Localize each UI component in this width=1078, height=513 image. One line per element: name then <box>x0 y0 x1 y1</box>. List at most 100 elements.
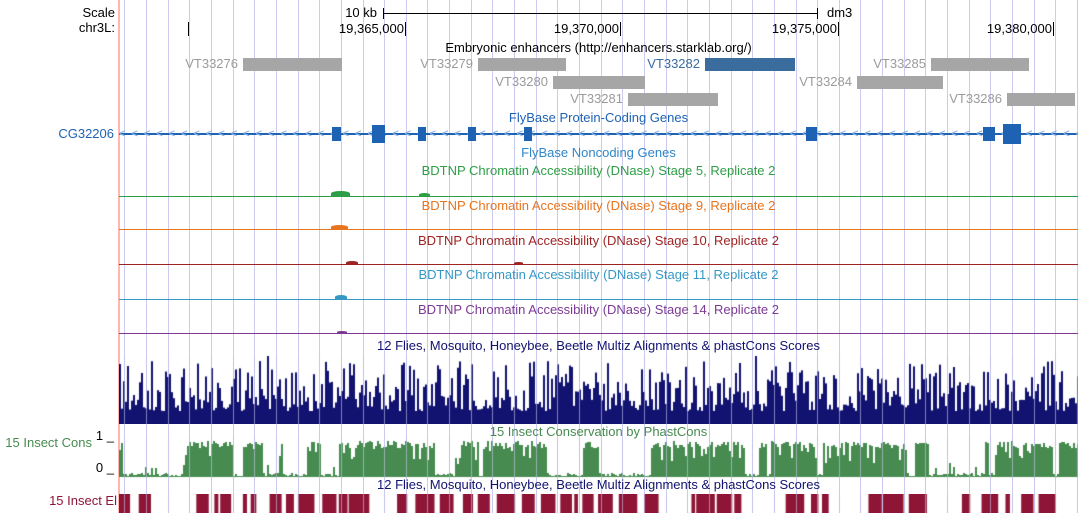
gridline <box>363 0 364 513</box>
enhancer-VT33282[interactable] <box>705 58 795 71</box>
gridline <box>536 0 537 513</box>
gridline <box>384 0 385 513</box>
gene-exon[interactable] <box>1003 124 1021 144</box>
ruler-coordinate: 19,380,000 <box>986 21 1052 36</box>
gene-label[interactable]: CG32206 <box>58 126 114 141</box>
wiggle-peak-stage10[interactable] <box>346 261 358 264</box>
scale-bar-size-label: 10 kb <box>345 5 377 20</box>
track-title-bdtnp-stage10: BDTNP Chromatin Accessibility (DNase) St… <box>417 233 780 248</box>
track-title-phastcons: 15 Insect Conservation by PhastCons <box>489 424 708 439</box>
wiggle-peak-stage14[interactable] <box>337 331 347 333</box>
multiz-alignment-histogram[interactable] <box>119 355 1078 424</box>
enhancer-label-VT33282[interactable]: VT33282 <box>647 56 700 71</box>
enhancer-VT33285[interactable] <box>931 58 1029 71</box>
gridline <box>925 0 926 513</box>
gridline <box>168 0 169 513</box>
wiggle-peak-stage5[interactable] <box>331 191 350 196</box>
gridline <box>233 0 234 513</box>
gridline <box>666 0 667 513</box>
gridline <box>601 0 602 513</box>
track-title-bdtnp-stage9: BDTNP Chromatin Accessibility (DNase) St… <box>421 198 776 213</box>
track-title-flybase-noncoding: FlyBase Noncoding Genes <box>521 145 676 160</box>
gridline <box>276 0 277 513</box>
gridline <box>254 0 255 513</box>
enhancer-label-VT33276[interactable]: VT33276 <box>185 56 238 71</box>
gridline <box>471 0 472 513</box>
gene-strand-arrows: <<<<<<<<<<<<<<<<<<<<<<<<<<<<<<<<<<<<<<<<… <box>119 128 1078 140</box>
ruler-tick[interactable] <box>838 22 839 36</box>
gridline <box>146 0 147 513</box>
wiggle-peak-stage5[interactable] <box>419 193 430 196</box>
enhancer-VT33276[interactable] <box>243 58 342 71</box>
wiggle-line-stage5[interactable] <box>119 196 1078 197</box>
enhancer-label-VT33284[interactable]: VT33284 <box>799 74 852 89</box>
elements-track-label[interactable]: 15 Insect El <box>49 493 117 508</box>
enhancer-label-VT33279[interactable]: VT33279 <box>420 56 473 71</box>
chromosome-label: chr3L: <box>78 20 115 35</box>
enhancer-label-VT33280[interactable]: VT33280 <box>495 74 548 89</box>
scale-bar-right-tick <box>817 8 818 19</box>
ruler-tick[interactable] <box>620 22 621 36</box>
wiggle-peak-stage9[interactable] <box>331 225 348 229</box>
ruler-coordinate: 19,365,000 <box>338 21 404 36</box>
gridline <box>687 0 688 513</box>
gridline <box>557 0 558 513</box>
wiggle-line-stage14[interactable] <box>119 333 1078 334</box>
gridline <box>860 0 861 513</box>
ruler-coordinate: 19,375,000 <box>771 21 837 36</box>
gene-exon[interactable] <box>468 127 476 141</box>
conservation-axis-min: 0 _ <box>95 460 114 475</box>
conservation-axis-max: 1 _ <box>95 428 114 443</box>
insect-elements-blocks[interactable] <box>119 494 1078 513</box>
enhancer-label-VT33281[interactable]: VT33281 <box>570 91 623 106</box>
gene-exon[interactable] <box>524 127 532 141</box>
ruler-tick[interactable] <box>405 22 406 36</box>
gridline <box>882 0 883 513</box>
wiggle-line-stage10[interactable] <box>119 264 1078 265</box>
gridline <box>211 0 212 513</box>
ruler-coordinate: 19,370,000 <box>553 21 619 36</box>
wiggle-line-stage9[interactable] <box>119 229 1078 230</box>
wiggle-peak-stage11[interactable] <box>335 295 347 299</box>
gridline <box>796 0 797 513</box>
scale-bar-left-tick <box>383 8 384 19</box>
track-title-bdtnp-stage11: BDTNP Chromatin Accessibility (DNase) St… <box>418 267 779 282</box>
wiggle-line-stage11[interactable] <box>119 299 1078 300</box>
gridline <box>1034 0 1035 513</box>
ruler-tick[interactable] <box>188 22 189 36</box>
scale-row-label: Scale <box>82 5 115 20</box>
wiggle-peak-stage10[interactable] <box>514 262 523 264</box>
gridline <box>904 0 905 513</box>
gridline <box>622 0 623 513</box>
enhancer-VT33286[interactable] <box>1007 93 1075 106</box>
gene-exon[interactable] <box>418 127 426 141</box>
gridline <box>189 0 190 513</box>
phastcons-conservation-histogram[interactable] <box>119 438 1078 478</box>
ruler-tick[interactable] <box>1053 22 1054 36</box>
gridline <box>124 0 125 513</box>
track-title-enhancers: Embryonic enhancers (http://enhancers.st… <box>445 40 752 55</box>
gridline <box>731 0 732 513</box>
gridline <box>427 0 428 513</box>
enhancer-VT33279[interactable] <box>478 58 566 71</box>
gridline <box>341 0 342 513</box>
gridline <box>817 0 818 513</box>
enhancer-label-VT33286[interactable]: VT33286 <box>949 91 1002 106</box>
gridline <box>1055 0 1056 513</box>
enhancer-VT33284[interactable] <box>857 76 943 89</box>
gene-exon[interactable] <box>372 125 385 143</box>
gene-intron-line[interactable] <box>119 133 1078 135</box>
conservation-track-label[interactable]: 15 Insect Cons <box>5 435 92 450</box>
gene-exon[interactable] <box>332 127 341 141</box>
gridline <box>579 0 580 513</box>
gridline <box>298 0 299 513</box>
gene-exon[interactable] <box>983 127 995 141</box>
track-title-bdtnp-stage14: BDTNP Chromatin Accessibility (DNase) St… <box>417 302 780 317</box>
gridline <box>406 0 407 513</box>
scale-bar-line <box>383 13 817 14</box>
enhancer-VT33281[interactable] <box>628 93 718 106</box>
enhancer-label-VT33285[interactable]: VT33285 <box>873 56 926 71</box>
enhancer-VT33280[interactable] <box>553 76 645 89</box>
gene-exon[interactable] <box>806 127 817 141</box>
